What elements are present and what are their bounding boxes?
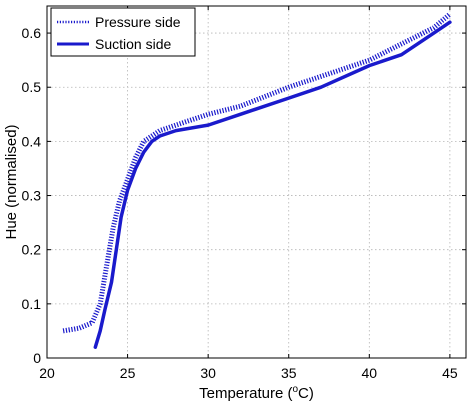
y-tick-label: 0.4 [22, 133, 42, 149]
x-tick-label: 25 [120, 365, 136, 381]
legend-box [50, 7, 196, 57]
y-tick-label: 0.1 [22, 296, 42, 312]
legend: Pressure side Suction side [50, 7, 196, 57]
x-tick-label: 30 [200, 365, 216, 381]
plot-frame [46, 5, 467, 359]
x-axis-label: Temperature (oC) [199, 384, 314, 402]
x-axis-label-main: Temperature ( [199, 385, 292, 402]
legend-label-suction-side: Suction side [95, 36, 171, 52]
x-axis-label-superscript: o [292, 384, 298, 395]
x-axis-label-unit: C) [298, 385, 314, 402]
x-tick-label: 45 [442, 365, 458, 381]
series-line-pressure-side [62, 12, 452, 334]
x-tick-label: 40 [362, 365, 378, 381]
legend-label-pressure-side: Pressure side [95, 14, 181, 30]
y-tick-label: 0.2 [22, 242, 42, 258]
series-line-suction-side [93, 20, 452, 349]
plot-area [47, 6, 466, 358]
x-tick-label: 20 [39, 365, 55, 381]
y-tick-label: 0.3 [22, 188, 42, 204]
x-tick-label: 35 [281, 365, 297, 381]
series-layer [62, 12, 452, 349]
y-tick-label: 0.6 [22, 25, 42, 41]
y-tick-label: 0 [33, 350, 41, 366]
y-axis-label: Hue (normalised) [3, 124, 20, 239]
axis-ticks: 20 25 30 35 40 45 0 0.1 0.2 0.3 0.4 0.5 0.6 [22, 6, 466, 381]
y-tick-label: 0.5 [22, 79, 42, 95]
